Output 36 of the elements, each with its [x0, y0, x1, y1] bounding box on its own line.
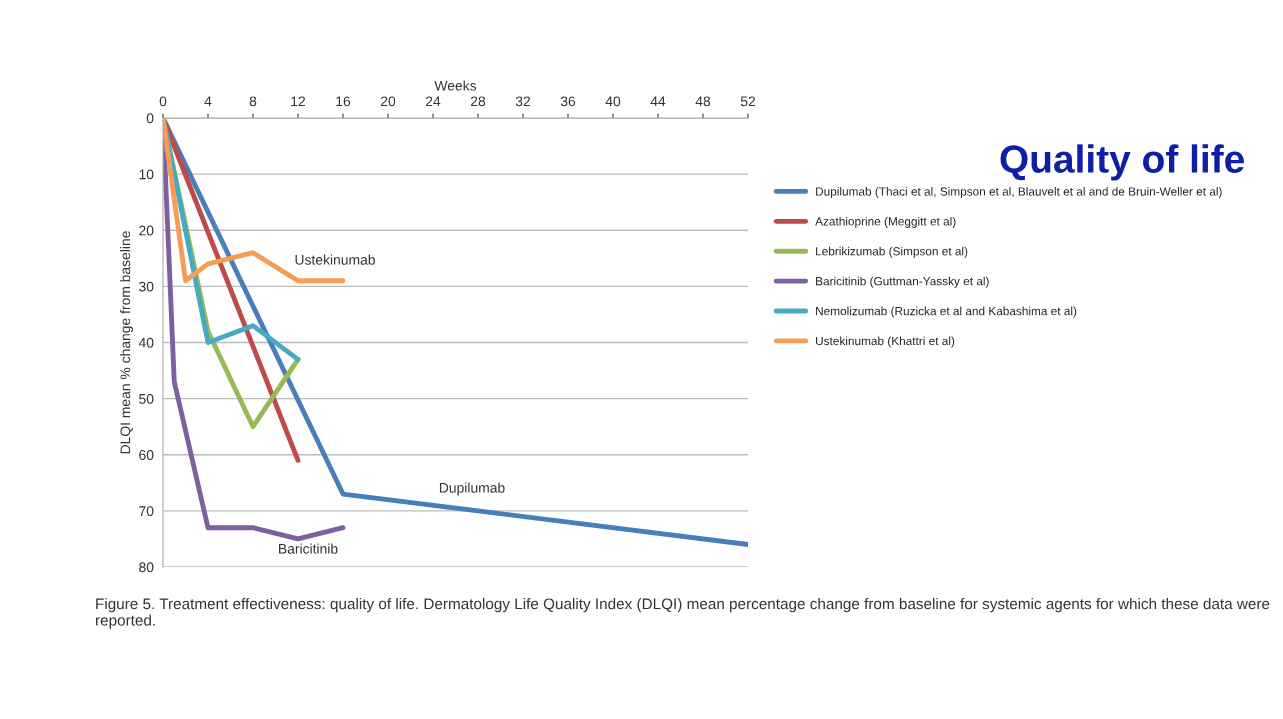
x-tick-label: 16	[336, 96, 351, 107]
x-tick-label: 0	[159, 96, 167, 107]
x-tick-label: 52	[740, 96, 756, 107]
x-axis-title: Weeks	[434, 80, 477, 91]
legend-label: Baricitinib (Guttman-Yassky et al)	[816, 276, 989, 288]
y-axis-title: DLQI mean % change from baseline	[120, 231, 133, 454]
annotation: Baricitinib	[279, 543, 338, 554]
caption: Figure 5. Treatment effectiveness: quality of life. Dermatology Life Quality Index (DLQI) mean percentage change from baseline for systemic agents for which these data were reported.	[96, 598, 1270, 629]
y-tick-label: 40	[138, 337, 154, 348]
y-tick-label: 20	[139, 225, 154, 236]
x-tick-label: 4	[204, 96, 212, 107]
x-tick-label: 36	[560, 96, 576, 107]
x-tick-label: 24	[425, 96, 441, 107]
text: Quality of life	[1000, 144, 1244, 181]
legend-label: Dupilumab (Thaci et al, Simpson et al, Blauvelt et al and de Bruin-Weller et al)	[816, 187, 1222, 198]
annotation: Dupilumab	[439, 482, 505, 496]
legend-label: Nemolizumab (Ruzicka et al and Kabashima et al)	[816, 306, 1077, 318]
y-tick-label: 60	[139, 450, 154, 460]
x-tick-label: 32	[515, 96, 531, 107]
x-tick-label: 40	[605, 96, 621, 107]
x-tick-label: 48	[695, 96, 711, 107]
y-tick-label: 50	[139, 393, 154, 404]
x-tick-label: 44	[650, 96, 666, 107]
annotation: Ustekinumab	[295, 254, 375, 265]
legend-label: Lebrikizumab (Simpson et al)	[816, 246, 968, 258]
legend-label: Ustekinumab (Khattri et al)	[816, 336, 955, 348]
y-tick-label: 0	[146, 113, 154, 124]
legend-label: Azathioprine (Meggitt et al)	[815, 216, 956, 228]
x-tick-label: 8	[249, 96, 257, 107]
y-tick-label: 30	[139, 281, 154, 292]
x-tick-label: 12	[291, 96, 306, 107]
x-tick-label: 28	[470, 96, 486, 107]
y-tick-label: 80	[139, 562, 154, 573]
y-tick-label: 70	[139, 506, 154, 517]
x-tick-label: 20	[380, 96, 396, 107]
y-tick-label: 10	[139, 169, 154, 180]
